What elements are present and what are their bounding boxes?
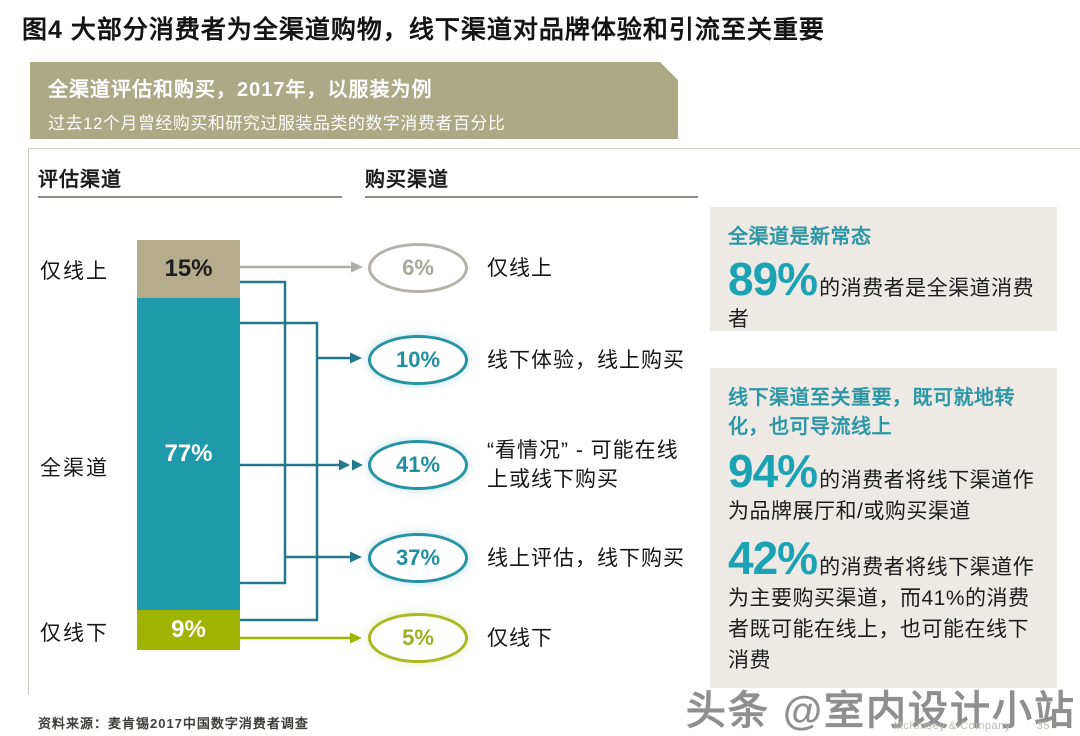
bar-value-offline-only: 9% <box>171 616 206 643</box>
purchase-label-offline-only: 仅线下 <box>487 627 553 650</box>
insight-heading-1: 全渠道是新常态 <box>728 226 872 248</box>
insight-stat-42: 42%的消费者将线下渠道作为主要购买渠道，而41%的消费者既可能在线上，也可能在… <box>728 535 1039 676</box>
ellipse-value-41: 41% <box>395 452 441 477</box>
purchase-label-evaluate-online: 线上评估，线下购买 <box>487 547 685 570</box>
bar-value-online-only: 15% <box>164 255 213 282</box>
ellipse-value-37: 37% <box>395 545 441 570</box>
stat-94-value: 94% <box>728 445 818 497</box>
purchase-label-experience-offline: 线下体验，线上购买 <box>487 349 685 372</box>
banner-line-1: 全渠道评估和购买，2017年，以服装为例 <box>48 79 433 101</box>
insight-stat-89: 89%的消费者是全渠道消费者 <box>728 256 1039 335</box>
watermark: 头条 @室内设计小站 <box>685 689 1076 733</box>
stat-42-value: 42% <box>728 532 818 584</box>
bar-value-omnichannel: 77% <box>164 440 213 467</box>
stat-94-text: 的消费者将线下渠道作为品牌展厅和/或购买渠道 <box>728 469 1035 523</box>
source-note: 资料来源：麦肯锡2017中国数字消费者调查 <box>38 716 309 731</box>
bar-row-label-omnichannel: 全渠道 <box>40 457 109 480</box>
page-title: 图4 大部分消费者为全渠道购物，线下渠道对品牌体验和引流至关重要 <box>22 16 825 44</box>
ellipse-value-10: 10% <box>395 347 441 372</box>
purchase-header-underline <box>365 196 698 198</box>
bar-row-label-online-only: 仅线上 <box>40 260 109 283</box>
ellipse-value-5: 5% <box>402 625 434 650</box>
insight-box-omnichannel: 全渠道是新常态 89%的消费者是全渠道消费者 <box>710 207 1057 331</box>
brand-name: McKinsey & Company <box>893 720 1011 732</box>
insight-heading-2: 线下渠道至关重要，既可就地转化，也可导流线上 <box>728 387 1015 438</box>
evaluation-header: 评估渠道 <box>38 169 122 191</box>
purchase-label-online-only: 仅线上 <box>487 257 553 280</box>
bar-segment-omnichannel: 77% <box>137 298 240 610</box>
purchase-ellipse-offline-only: 5% <box>368 613 468 663</box>
ellipse-value-6: 6% <box>402 255 434 280</box>
insight-stat-94: 94%的消费者将线下渠道作为品牌展厅和/或购买渠道 <box>728 448 1039 527</box>
content-area <box>28 148 1080 695</box>
brand-footer: McKinsey & Company 35 <box>894 720 1050 732</box>
evaluation-header-underline <box>38 196 342 198</box>
subtitle-banner: 全渠道评估和购买，2017年，以服装为例 过去12个月曾经购买和研究过服装品类的… <box>30 62 678 139</box>
bar-segment-online-only: 15% <box>137 240 240 298</box>
stat-89-value: 89% <box>728 253 818 305</box>
purchase-ellipse-evaluate-online: 37% <box>368 533 468 583</box>
stat-42-text: 的消费者将线下渠道作为主要购买渠道，而41%的消费者既可能在线上，也可能在线下消… <box>728 556 1035 672</box>
purchase-label-depends: “看情况” - 可能在线上或线下购买 <box>487 439 679 491</box>
stat-89-text: 的消费者是全渠道消费者 <box>728 277 1035 331</box>
purchase-header: 购买渠道 <box>365 169 449 191</box>
purchase-ellipse-depends: 41% <box>368 440 468 490</box>
bar-row-label-offline-only: 仅线下 <box>40 622 109 645</box>
stacked-bar: 15% 77% 9% <box>137 240 240 650</box>
bar-segment-offline-only: 9% <box>137 610 240 650</box>
insight-box-offline-importance: 线下渠道至关重要，既可就地转化，也可导流线上 94%的消费者将线下渠道作为品牌展… <box>710 368 1057 688</box>
page-number: 35 <box>1036 720 1050 732</box>
purchase-ellipse-online-only: 6% <box>368 243 468 293</box>
purchase-ellipse-experience-offline: 10% <box>368 335 468 385</box>
banner-line-2: 过去12个月曾经购买和研究过服装品类的数字消费者百分比 <box>48 114 506 133</box>
